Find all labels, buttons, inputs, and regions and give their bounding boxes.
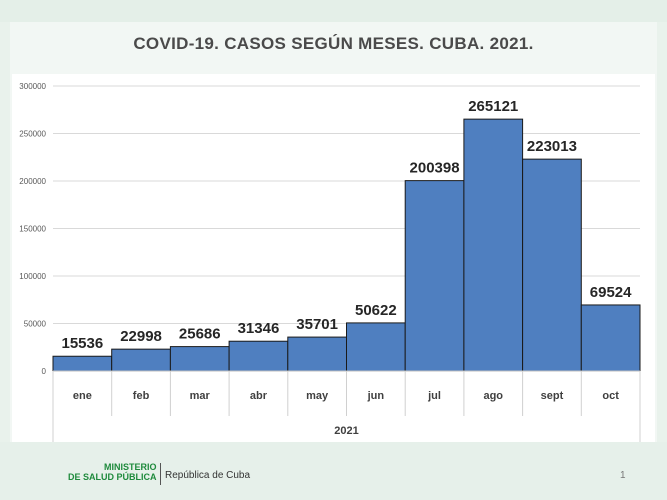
country-label: República de Cuba (165, 470, 251, 481)
bar (580, 304, 641, 372)
data-label: 31346 (238, 320, 280, 337)
x-tick-label: mar (190, 390, 211, 402)
data-label: 223013 (527, 138, 577, 155)
x-tick-label: sept (541, 390, 564, 402)
page-number: 1 (620, 470, 626, 481)
x-tick-label: feb (133, 390, 150, 402)
y-tick-label: 100000 (19, 272, 46, 281)
ministry-logo: MINISTERIO DE SALUD PÚBLICA (68, 462, 157, 482)
left-decor-band (0, 22, 10, 442)
bar (522, 158, 582, 372)
x-tick-label: abr (250, 390, 268, 402)
y-tick-label: 300000 (19, 82, 46, 91)
data-label: 22998 (120, 328, 162, 345)
data-label: 35701 (296, 316, 338, 333)
data-label: 69524 (590, 284, 632, 301)
y-tick-label: 150000 (19, 225, 46, 234)
data-label: 25686 (179, 326, 221, 343)
data-label: 15536 (61, 335, 103, 352)
bar (287, 336, 347, 372)
y-tick-label: 250000 (19, 130, 46, 139)
bar (169, 346, 230, 372)
bar (52, 355, 113, 372)
y-tick-label: 200000 (19, 177, 46, 186)
x-tick-label: jun (367, 390, 385, 402)
x-tick-label: ago (483, 390, 503, 402)
x-tick-label: may (306, 390, 329, 402)
y-tick-label: 0 (42, 367, 47, 376)
y-tick-label: 50000 (24, 320, 47, 329)
chart-title: COVID-19. CASOS SEGÚN MESES. CUBA. 2021. (133, 34, 534, 53)
data-label: 200398 (410, 160, 460, 177)
x-group-label: 2021 (334, 425, 358, 437)
bar (404, 180, 465, 372)
footer-band (0, 442, 667, 500)
data-label: 265121 (468, 98, 518, 115)
logo-separator (160, 463, 161, 485)
x-tick-label: jul (427, 390, 441, 402)
bar (228, 340, 289, 372)
data-label: 50622 (355, 302, 397, 319)
right-decor-band (657, 22, 667, 442)
bar (463, 118, 524, 372)
bar (346, 322, 406, 372)
ministry-logo-line1: MINISTERIO (104, 462, 157, 472)
x-tick-label: oct (602, 390, 619, 402)
bar (111, 348, 171, 372)
top-decor-band (0, 0, 667, 22)
ministry-logo-line2: DE SALUD PÚBLICA (68, 472, 157, 482)
x-tick-label: ene (73, 390, 92, 402)
